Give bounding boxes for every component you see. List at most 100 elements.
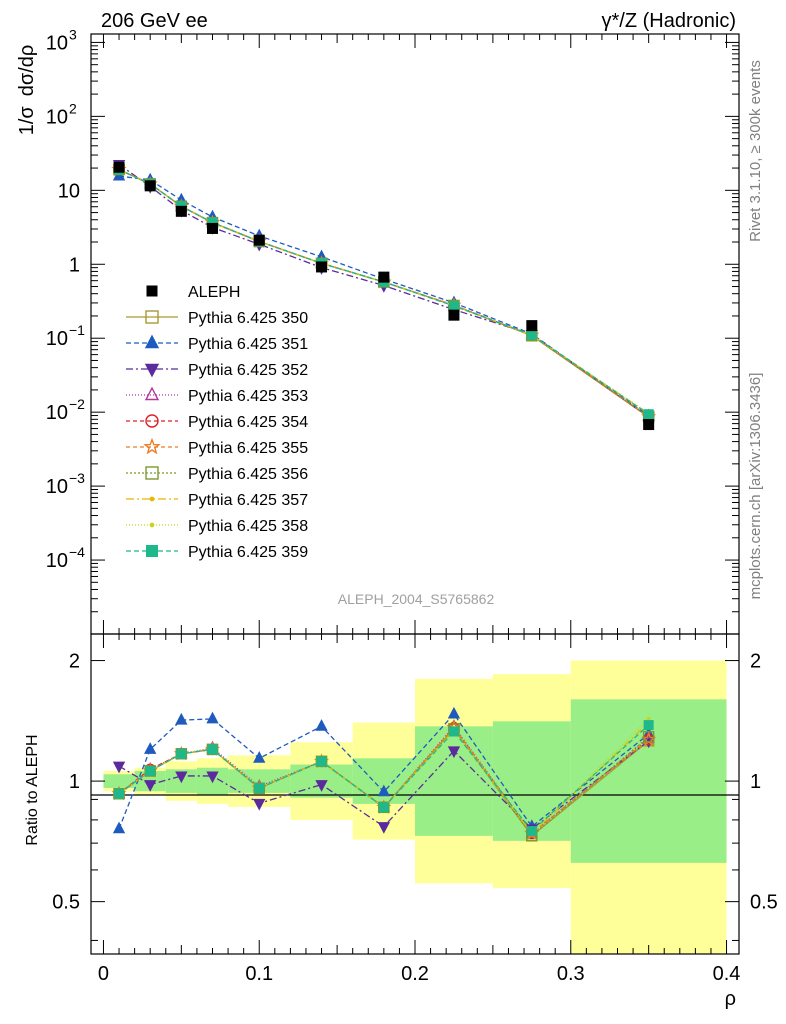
- ratio-line: [118, 724, 650, 833]
- y-tick-label: 1: [69, 254, 80, 276]
- ratio-point: [253, 798, 266, 811]
- x-tick-label: 0.1: [245, 963, 273, 985]
- ratio-tick-label: 0.5: [750, 892, 778, 914]
- ratio-point: [526, 826, 537, 837]
- ratio-point: [207, 744, 218, 755]
- inner-band-bin: [415, 726, 493, 836]
- ratio-point: [144, 780, 157, 792]
- series-line: [118, 169, 650, 418]
- series-point: [448, 301, 459, 312]
- ratio-point: [145, 765, 156, 776]
- series-line: [118, 175, 650, 417]
- ratio-axis-ticks: 0.5 0.5 1 1 2 2: [52, 651, 778, 941]
- y-tick-label-exponent: −1: [69, 322, 85, 338]
- legend-entry-1: Pythia 6.425 350: [126, 310, 308, 327]
- y-tick-label: 10: [46, 32, 68, 54]
- ratio-point: [447, 706, 461, 719]
- series-point: [207, 217, 218, 228]
- data-point: [526, 320, 538, 332]
- legend-marker: [143, 437, 161, 455]
- data-point: [448, 309, 460, 321]
- y-tick-label: 10: [46, 476, 68, 498]
- x-tick-label: 0.3: [557, 963, 585, 985]
- data-point: [378, 271, 390, 283]
- ratio-point: [447, 746, 461, 759]
- uncertainty-bands: [103, 660, 727, 954]
- y-tick-label: 10: [46, 328, 68, 350]
- ratio-point: [176, 748, 187, 759]
- energy-label: 206 GeV ee: [101, 10, 208, 32]
- series-line: [118, 163, 650, 418]
- ratio-series-group: [111, 706, 657, 842]
- legend-label: Pythia 6.425 353: [188, 388, 308, 405]
- legend-marker: [149, 496, 155, 502]
- series-line: [118, 169, 650, 415]
- legend-label: Pythia 6.425 356: [188, 466, 308, 483]
- y-tick-label: 10: [58, 180, 80, 202]
- y-tick-label-exponent: 3: [69, 26, 77, 42]
- legend-label: Pythia 6.425 352: [188, 362, 308, 379]
- ratio-series-3: [112, 736, 655, 837]
- legend-marker: [145, 414, 159, 428]
- ratio-point: [316, 756, 327, 767]
- ratio-series-10: [114, 720, 654, 837]
- legend-marker: [149, 522, 155, 528]
- ratio-point: [377, 822, 391, 834]
- ratio-point: [112, 821, 126, 834]
- inner-band-bin: [352, 758, 415, 804]
- legend-marker: [146, 545, 158, 557]
- legend-entry-2: Pythia 6.425 351: [126, 334, 308, 353]
- series-point: [526, 329, 537, 340]
- y-tick-label: 10: [46, 550, 68, 572]
- ratio-tick-label: 1: [69, 771, 80, 793]
- inner-band-bin: [103, 774, 135, 788]
- legend-entry-5: Pythia 6.425 354: [126, 414, 308, 431]
- ratio-point: [315, 719, 328, 731]
- legend-marker: [145, 310, 159, 324]
- ratio-point: [114, 788, 125, 799]
- ratio-point: [315, 780, 328, 792]
- legend-marker: [145, 466, 159, 480]
- legend-entry-9: Pythia 6.425 358: [126, 518, 308, 535]
- main-series-group: [111, 160, 657, 431]
- ratio-point: [254, 783, 265, 794]
- legend-marker: [144, 334, 160, 349]
- y-tick-label-exponent: −2: [69, 396, 85, 412]
- series-point: [643, 409, 654, 420]
- legend-entry-10: Pythia 6.425 359: [126, 544, 308, 561]
- ratio-tick-label: 2: [69, 651, 80, 673]
- data-point: [253, 234, 265, 246]
- data-point: [113, 161, 125, 173]
- y-tick-label: 10: [46, 106, 68, 128]
- ratio-line: [118, 740, 650, 830]
- y-tick-label-exponent: −4: [69, 544, 85, 560]
- ratio-point: [206, 711, 219, 724]
- aleph-data-points: [113, 161, 655, 431]
- x-tick-label: 0.4: [713, 963, 741, 985]
- legend-entry-3: Pythia 6.425 352: [126, 362, 308, 379]
- ratio-point: [378, 802, 389, 813]
- ratio-point: [175, 712, 188, 725]
- y-tick-label: 10: [46, 402, 68, 424]
- analysis-id-label: ALEPH_2004_S5765862: [338, 591, 495, 607]
- process-label: γ*/Z (Hadronic): [602, 10, 736, 32]
- legend-label: Pythia 6.425 355: [188, 440, 308, 457]
- ratio-point: [253, 751, 266, 763]
- legend-label: Pythia 6.425 357: [188, 492, 308, 509]
- ratio-point: [175, 771, 188, 784]
- data-point: [144, 180, 156, 192]
- x-tick-label: 0: [98, 963, 109, 985]
- data-point: [207, 222, 218, 234]
- legend-entry-7: Pythia 6.425 356: [126, 466, 308, 483]
- x-axis-ticks: 0 0.1 0.2 0.3 0.4: [98, 34, 741, 985]
- legend-label: Pythia 6.425 350: [188, 310, 308, 327]
- legend-label: Pythia 6.425 354: [188, 414, 308, 431]
- ratio-line: [118, 718, 650, 835]
- ratio-point: [206, 771, 219, 784]
- ratio-line: [118, 713, 650, 830]
- ratio-y-axis-label: Ratio to ALEPH: [24, 734, 41, 845]
- ratio-point: [144, 742, 157, 754]
- data-point: [316, 261, 328, 273]
- data-point: [643, 419, 655, 431]
